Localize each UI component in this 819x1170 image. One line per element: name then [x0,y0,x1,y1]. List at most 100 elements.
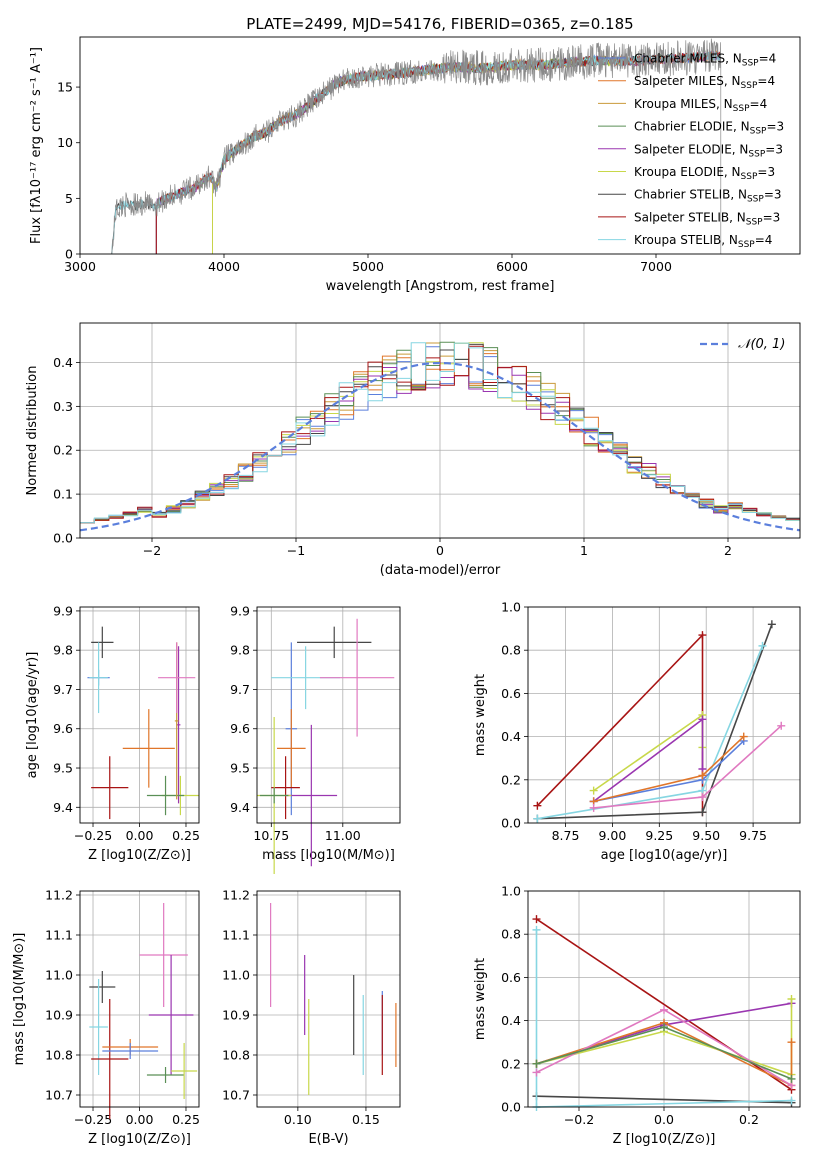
residual-histogram [80,342,800,524]
legend-entry: Salpeter ELODIE, NSSP=3 [634,142,783,159]
axes-frame [256,890,401,1108]
weight-marker [758,641,767,650]
y-tick-label: 11.1 [222,928,250,943]
observed-spectrum-line [111,38,722,254]
legend-entry-value: =4 [755,233,773,247]
legend-entry-sub: SSP [738,240,755,250]
panel-6: 0.10 0.15 10.7 10.8 10.9 11.0 11.1 11.2 E(B-V) [222,888,401,1147]
weight-marker [533,814,542,823]
x-tick-label: −0.2 [564,1112,594,1127]
legend-entry-label: Chabrier MILES, N [634,52,742,66]
weight-marker [787,1038,796,1047]
model-spectrum-line [212,55,628,254]
x-tick-label: 0.0 [654,1112,674,1127]
legend-entry-sub: SSP [741,172,758,182]
weight-line [593,740,745,803]
y-tick-label: 0.2 [501,772,521,787]
y-tick-label: 11.1 [45,928,73,943]
x-tick-label: 6000 [496,259,528,274]
x-tick-label: −0.25 [74,1112,112,1127]
x-tick-label: 9.00 [598,828,626,843]
weight-marker [698,793,707,802]
weight-marker [589,786,598,795]
legend-entry-value: =3 [763,210,781,224]
weight-marker [532,1068,541,1077]
legend-entry-label: Salpeter STELIB, N [634,210,746,224]
y-tick-label: 0 [65,247,73,262]
legend-entry-sub: SSP [742,59,759,69]
x-axis-label: age [log10(age/yr)] [601,848,728,863]
legend-entry-value: =4 [757,74,775,88]
y-tick-label: 0.0 [53,531,73,546]
legend-entry: Kroupa ELODIE, NSSP=3 [634,165,775,182]
y-tick-label: 10.8 [222,1048,250,1063]
y-tick-label: 0.2 [501,1056,521,1071]
panel-0: 3000 4000 5000 6000 7000 0 5 10 15 wavelength [An… [29,36,801,294]
y-tick-label: 11.2 [45,888,73,903]
y-tick-label: 9.5 [230,761,250,776]
model-spectrum-line [111,50,722,254]
y-tick-label: 9.8 [230,643,250,658]
y-tick-label: 0.1 [53,487,73,502]
y-tick-label: 10.7 [45,1088,73,1103]
axes-frame [79,890,200,1108]
y-axis-label: mass [log10(M/M⊙)] [12,933,27,1066]
legend-entry-label: Chabrier STELIB, N [634,188,747,202]
x-tick-label: 0.00 [126,1112,154,1127]
weight-marker [532,915,541,924]
axes-frame [79,36,801,255]
weight-marker [660,1005,668,1014]
y-tick-label: 10.9 [222,1008,250,1023]
legend-entry-label: Kroupa STELIB, N [634,233,738,247]
y-tick-label: 0.2 [53,443,73,458]
weight-line [537,645,764,820]
axes-frame [79,322,801,539]
legend-entry: Salpeter STELIB, NSSP=3 [634,210,780,227]
y-tick-label: 11.0 [222,968,250,983]
panel-4: 8.75 9.00 9.25 9.50 9.75 0.0 0.2 0.4 0.6 0.8 1.0 ag… [473,600,801,863]
panel-5: −0.25 0.00 0.25 10.7 10.8 10.9 11.0 11.1 11.2 Z [… [12,888,200,1148]
legend-entry-label: Chabrier ELODIE, N [634,120,750,134]
x-tick-label: 0.00 [126,828,154,843]
legend-entry-label: Kroupa ELODIE, N [634,165,741,179]
x-tick-label: 9.25 [645,828,673,843]
model-spectrum-line [111,50,722,254]
legend-entry: 𝒩(0, 1) [738,337,785,352]
x-axis-label: Z [log10(Z/Z⊙)] [88,848,191,863]
x-axis-label: E(B-V) [308,1132,348,1147]
x-tick-label: 0 [436,543,444,558]
legend-entry-value: =3 [766,120,784,134]
y-tick-label: 0.6 [501,970,521,985]
x-tick-label: 9.75 [739,828,767,843]
legend-entry-sub: SSP [746,217,763,227]
y-tick-label: 0.8 [501,643,521,658]
legend-entry-sub: SSP [750,127,767,137]
x-axis-label: mass [log10(M/M⊙)] [262,848,395,863]
x-tick-label: −1 [287,543,305,558]
y-tick-label: 5 [65,191,73,206]
y-axis-label: mass weight [473,958,488,1040]
legend-entry-value: =3 [764,188,782,202]
x-tick-label: 0.15 [352,1112,380,1127]
x-tick-label: 0.25 [172,828,200,843]
weight-marker [589,803,598,812]
legend-entry-value: =3 [765,142,783,156]
model-spectrum-line [212,55,628,254]
legend-entry: Chabrier MILES, NSSP=4 [634,52,776,69]
normal-curve [79,361,801,532]
weight-marker [739,732,748,741]
axes-frame [79,606,200,824]
weight-marker [532,925,541,934]
y-tick-label: 9.6 [230,721,250,736]
y-tick-label: 10.7 [222,1088,250,1103]
y-tick-label: 9.5 [53,761,73,776]
y-axis-label: age [log10(age/yr)] [25,652,40,779]
weight-marker [787,1074,796,1083]
x-tick-label: 0.25 [172,1112,200,1127]
weight-marker [698,808,707,817]
y-tick-label: 10 [57,135,73,150]
weight-marker [767,620,776,629]
legend-entry-sub: SSP [747,195,764,205]
y-tick-label: 9.6 [53,721,73,736]
